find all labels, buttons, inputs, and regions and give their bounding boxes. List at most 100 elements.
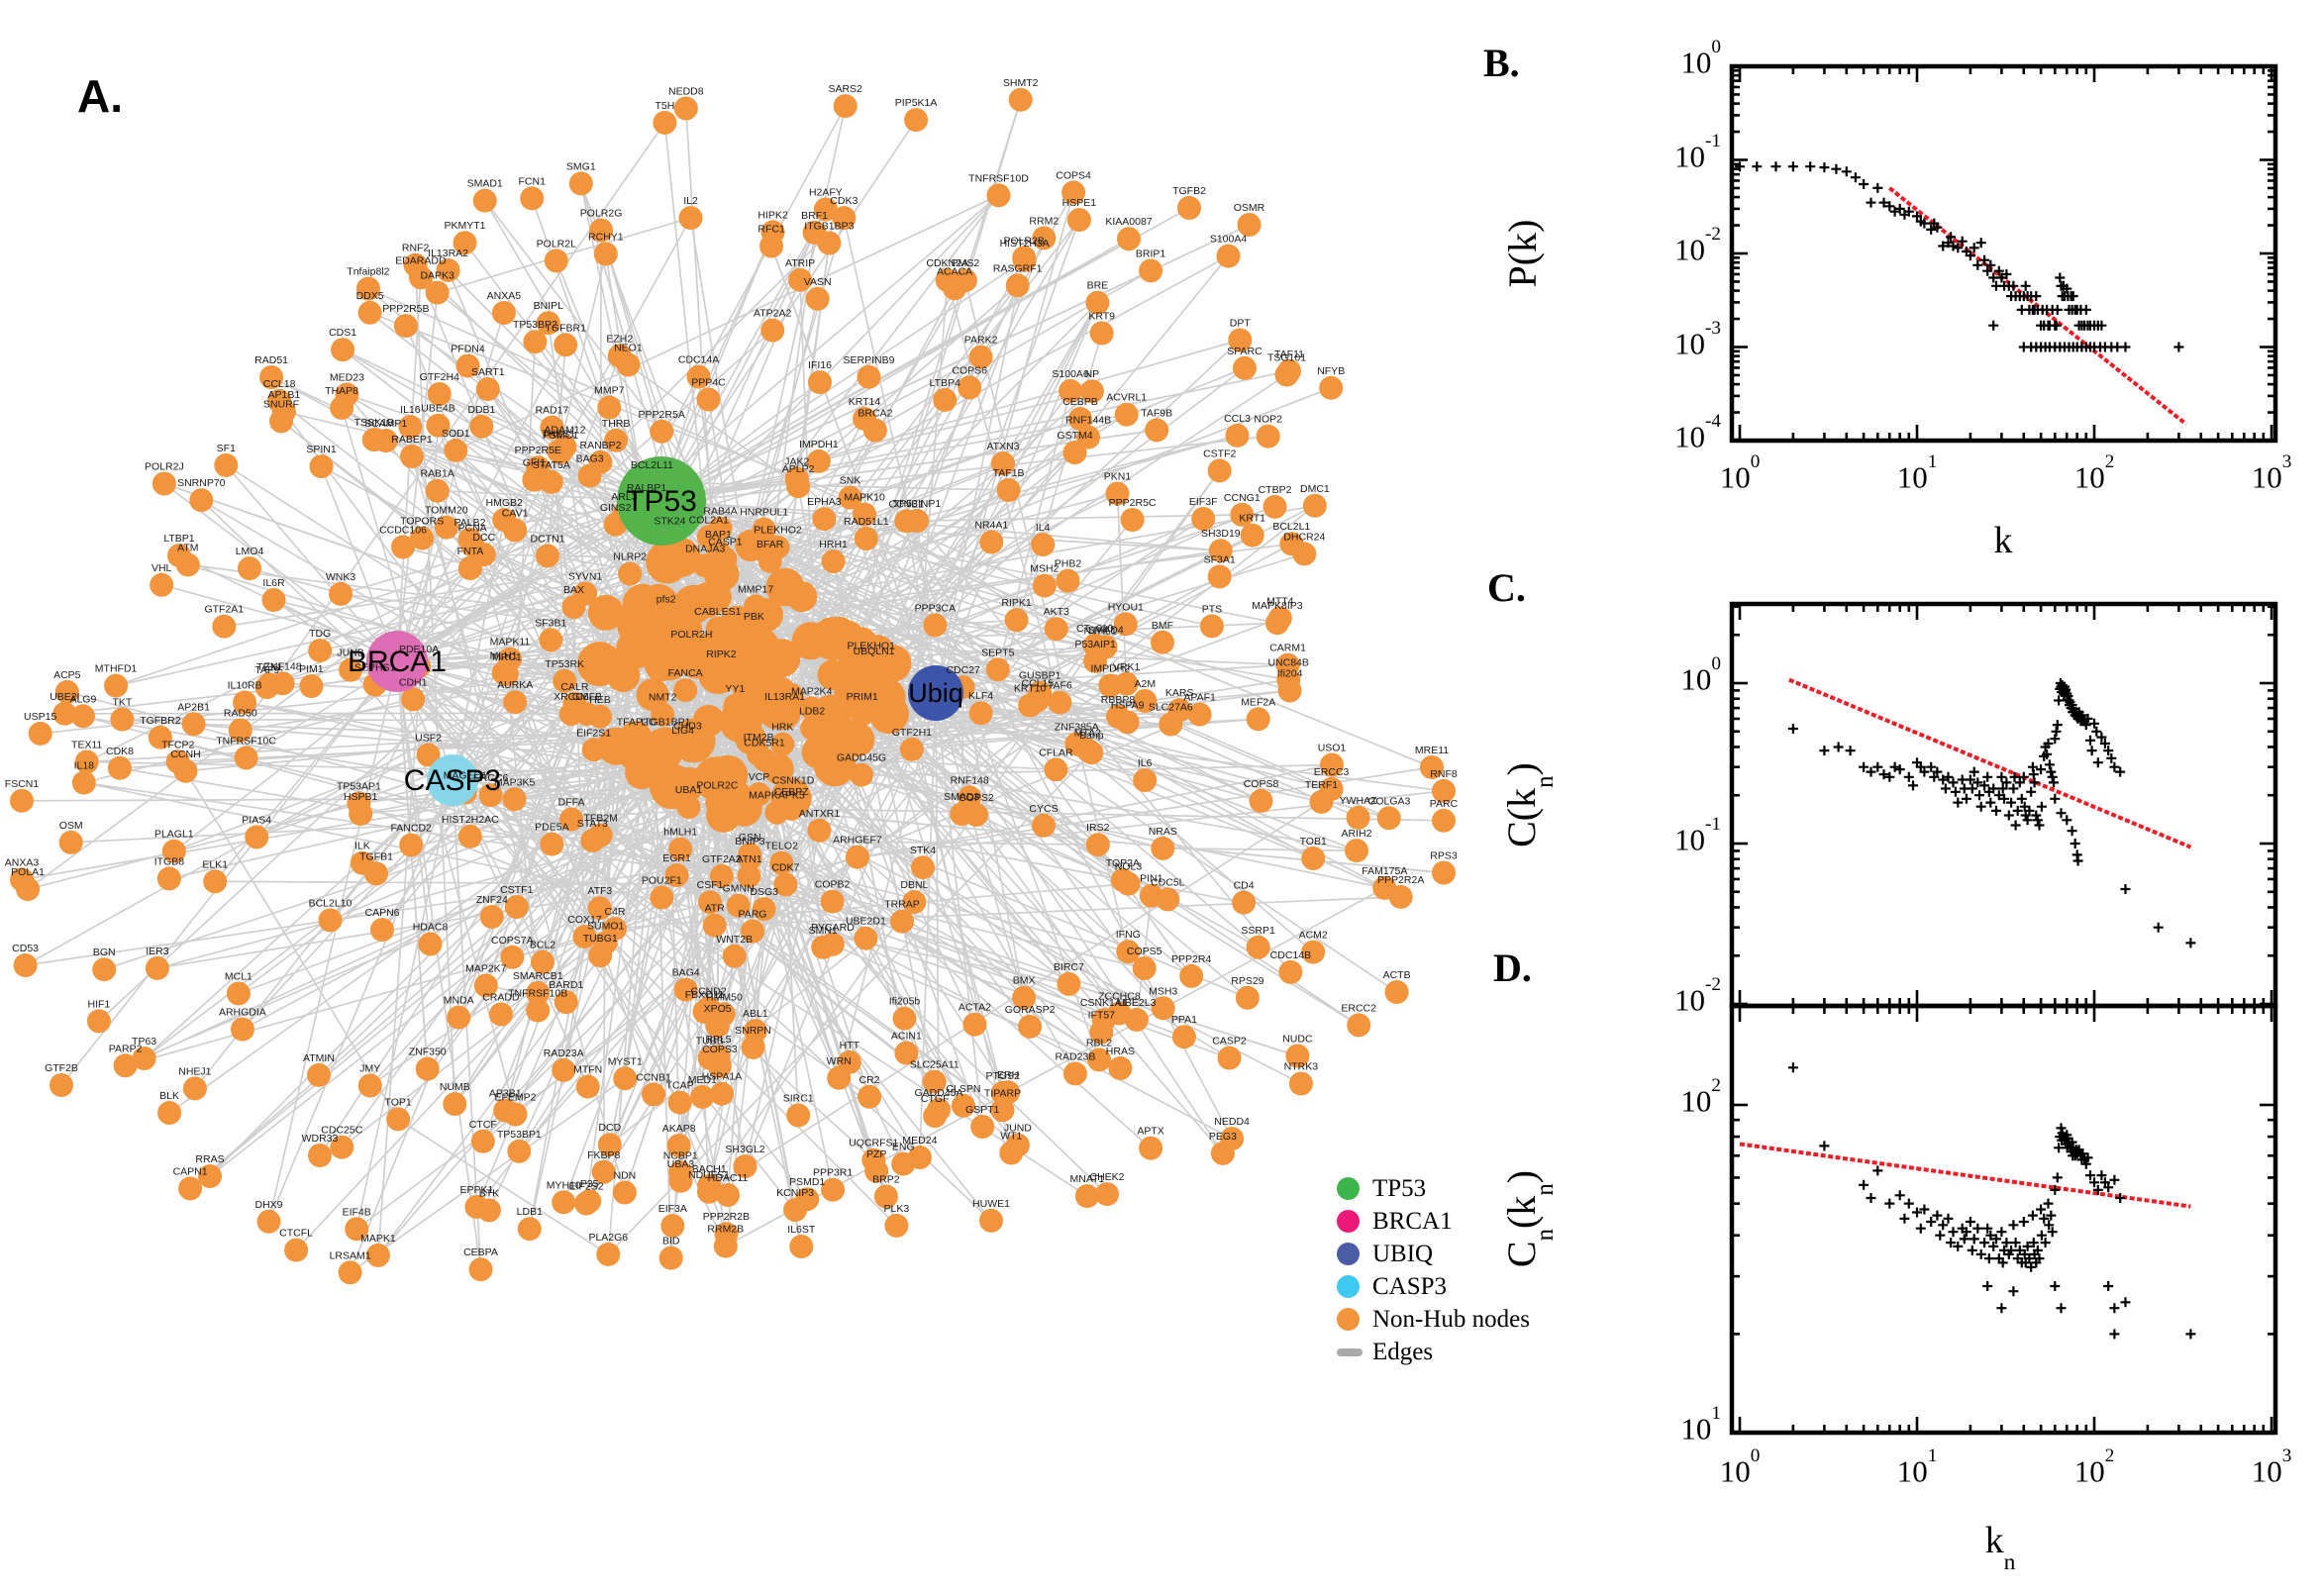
network-node-label: CFLAR xyxy=(1039,747,1073,758)
network-node xyxy=(308,1144,332,1167)
panelB-ytick-10e0: 100 xyxy=(1680,37,1721,80)
network-node-label: HSPB1 xyxy=(344,791,378,803)
network-node xyxy=(951,1093,975,1118)
network-node xyxy=(838,485,862,510)
network-node-label: PPP2R4 xyxy=(1171,953,1211,965)
scatter-point xyxy=(2096,732,2107,743)
network-node-label: ATP2A2 xyxy=(754,308,791,320)
network-edge xyxy=(719,527,1333,790)
network-node-label: GINS2 xyxy=(600,502,632,514)
network-node xyxy=(1132,956,1157,980)
network-node-label: DCC xyxy=(472,532,495,544)
network-node-label: FSCN1 xyxy=(5,778,40,790)
network-node xyxy=(1032,573,1057,598)
network-node-label: PTS xyxy=(1202,603,1222,615)
network-node-label: HMGB2 xyxy=(486,497,524,509)
network-node-label: WT1 xyxy=(1000,1131,1022,1143)
network-node-label: SOD1 xyxy=(442,428,470,440)
scatter-point xyxy=(1899,1213,1910,1224)
network-node xyxy=(1216,244,1241,268)
network-node xyxy=(664,863,689,887)
legend-label: Edges xyxy=(1372,1339,1434,1365)
scatter-point xyxy=(2185,938,2196,948)
network-node-label: LIG4 xyxy=(671,725,694,737)
network-node xyxy=(1319,776,1344,801)
network-node-label: MTHFD1 xyxy=(95,663,138,675)
network-node xyxy=(1005,1133,1030,1157)
network-node-label: CEBPB xyxy=(1062,396,1098,408)
scatter-point xyxy=(1972,1223,1983,1234)
network-node-label: GMNN xyxy=(723,883,755,895)
network-node-label: PPP3CA xyxy=(915,602,956,614)
network-node xyxy=(50,1073,73,1097)
network-node xyxy=(148,725,172,749)
scatter-point xyxy=(2036,1204,2047,1215)
network-node-label: NEO1 xyxy=(614,343,643,354)
network-node xyxy=(1032,226,1057,250)
network-node-label: MAPK8IP3 xyxy=(1252,600,1303,612)
network-node xyxy=(1098,673,1123,698)
scatter-point xyxy=(2009,771,2020,782)
network-node-label: STK4 xyxy=(910,845,936,856)
scatter-point xyxy=(1884,201,1895,212)
network-edge xyxy=(935,692,1333,790)
scatter-point xyxy=(2036,801,2047,812)
network-node xyxy=(182,1076,207,1101)
network-node-label: SSRP1 xyxy=(1241,925,1275,937)
legend-label: Non-Hub nodes xyxy=(1372,1306,1531,1333)
scatter-point xyxy=(1938,1220,1949,1231)
network-edge xyxy=(935,692,940,1111)
scatter-point xyxy=(1819,162,1830,173)
network-node-label: RIPK2 xyxy=(706,648,737,660)
network-node-label: SNK xyxy=(840,475,861,487)
scatter-point xyxy=(1866,766,1876,777)
network-node-label: MEF2A xyxy=(1241,696,1275,708)
network-node-label: FANCA xyxy=(668,667,703,679)
network-node xyxy=(526,455,551,480)
network-node-label: PSMC1 xyxy=(543,430,578,442)
network-node xyxy=(658,1246,683,1270)
scatter-point xyxy=(2028,1238,2039,1248)
network-node-label: MED23 xyxy=(330,372,364,384)
network-edge xyxy=(660,208,827,502)
network-node-label: WNK3 xyxy=(326,571,355,583)
network-node-label: EIF4B xyxy=(343,1206,371,1218)
network-node xyxy=(415,1056,440,1081)
legend-dot-swatch xyxy=(1337,1177,1360,1200)
network-node xyxy=(257,672,282,697)
network-node-label: CCNH xyxy=(170,748,200,760)
network-node-label: IRS2 xyxy=(1086,822,1110,834)
scatter-point xyxy=(2054,695,2065,706)
network-node-label: LMO4 xyxy=(236,546,264,557)
network-node-label: CALR xyxy=(560,681,588,693)
network-edge xyxy=(600,229,709,601)
scatter-point xyxy=(2089,718,2099,729)
network-node-label: APAF1 xyxy=(1183,692,1216,704)
network-node xyxy=(1208,539,1233,563)
network-node xyxy=(523,330,548,354)
network-edge xyxy=(341,906,518,1148)
network-node-label: ITM2B xyxy=(744,732,774,744)
network-node xyxy=(574,1191,599,1216)
network-node xyxy=(178,1176,203,1201)
network-node xyxy=(1025,688,1050,713)
network-node-label: ARHGDIA xyxy=(219,1007,266,1019)
network-node-label: YY1 xyxy=(725,683,745,695)
network-node-label: XPO5 xyxy=(704,1003,732,1015)
network-node-label: EPHA3 xyxy=(807,496,842,508)
scatter-point xyxy=(2120,1297,2131,1308)
network-edge xyxy=(346,393,662,502)
network-node xyxy=(214,452,239,477)
network-node-label: AURKA xyxy=(497,679,533,691)
network-node xyxy=(434,515,458,540)
network-node-label: PZP xyxy=(866,1148,886,1160)
network-node-label: DFFA xyxy=(558,796,585,808)
network-node-label: CCNE1 xyxy=(889,498,925,510)
network-node-label: AKAP8 xyxy=(662,1123,696,1135)
network-node-label: P53AIP1 xyxy=(1074,639,1116,650)
network-node-label: ITGB1BP3 xyxy=(804,221,854,233)
network-node xyxy=(773,872,798,897)
network-node-label: TNFRSF10C xyxy=(216,735,276,747)
network-node xyxy=(408,265,433,290)
network-node-label: RAD51 xyxy=(254,354,288,366)
